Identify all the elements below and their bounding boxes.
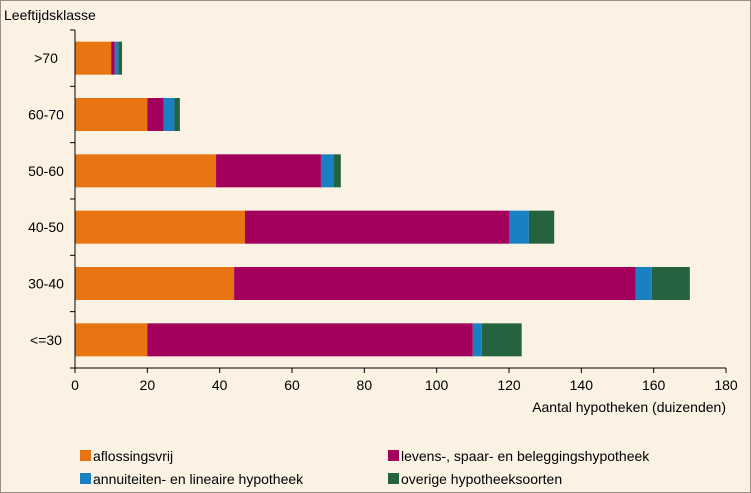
bar-segment-0-1 bbox=[75, 98, 148, 131]
category-labels-group: >70 60-70 50-60 40-50 30-40 <=30 bbox=[28, 50, 64, 348]
bar-segment-0-0 bbox=[75, 41, 112, 75]
bar-segment-1-5 bbox=[147, 323, 473, 357]
legend-swatch bbox=[80, 473, 91, 484]
x-tick-label: 180 bbox=[714, 377, 738, 393]
bar-segment-2-3 bbox=[509, 210, 529, 244]
bar-segment-1-0 bbox=[111, 41, 115, 75]
bar-segment-3-2 bbox=[333, 154, 341, 188]
x-tick-label: 120 bbox=[497, 377, 521, 393]
bar-segment-1-1 bbox=[147, 98, 164, 131]
bar-segment-2-0 bbox=[114, 41, 119, 75]
legend-label: overige hypotheeksoorten bbox=[401, 471, 562, 487]
bar-segment-3-4 bbox=[651, 267, 690, 300]
category-label: >70 bbox=[34, 50, 58, 66]
category-label: 40-50 bbox=[28, 219, 64, 235]
bar-segment-2-5 bbox=[472, 323, 482, 357]
bar-segment-0-5 bbox=[75, 323, 148, 357]
legend-swatch bbox=[388, 450, 399, 461]
bar-segment-1-4 bbox=[234, 267, 636, 300]
legend: aflossingsvrij levens-, spaar- en beleggi… bbox=[80, 448, 650, 487]
bar-segment-3-3 bbox=[528, 210, 555, 244]
bars-group bbox=[75, 41, 690, 357]
legend-label: levens-, spaar- en beleggingshypotheek bbox=[401, 448, 650, 464]
legend-swatch bbox=[80, 450, 91, 461]
bar-segment-3-5 bbox=[481, 323, 522, 357]
x-tick-label: 80 bbox=[357, 377, 373, 393]
x-tick-label: 100 bbox=[425, 377, 449, 393]
bar-segment-3-0 bbox=[118, 41, 123, 75]
bar-segment-0-4 bbox=[75, 267, 235, 300]
bar-segment-1-2 bbox=[216, 154, 321, 188]
bar-segment-1-3 bbox=[244, 210, 509, 244]
bar-segment-2-2 bbox=[320, 154, 334, 188]
category-label: 30-40 bbox=[28, 276, 64, 292]
y-axis-label: Leeftijdsklasse bbox=[4, 7, 96, 23]
x-axis-label: Aantal hypotheken (duizenden) bbox=[532, 399, 726, 415]
x-tick-label: 140 bbox=[570, 377, 594, 393]
x-ticks-group: 0 20 40 60 80 100 120 140 160 180 bbox=[70, 29, 738, 393]
category-label: 60-70 bbox=[28, 107, 64, 123]
x-tick-label: 20 bbox=[140, 377, 156, 393]
legend-label: annuiteiten- en lineaire hypotheek bbox=[93, 471, 304, 487]
category-label: 50-60 bbox=[28, 163, 64, 179]
legend-swatch bbox=[388, 473, 399, 484]
x-tick-label: 60 bbox=[284, 377, 300, 393]
bar-segment-2-4 bbox=[635, 267, 652, 300]
x-tick-label: 0 bbox=[71, 377, 79, 393]
bar-segment-0-2 bbox=[75, 154, 217, 188]
bar-segment-0-3 bbox=[75, 210, 245, 244]
x-tick-label: 40 bbox=[212, 377, 228, 393]
x-tick-label: 160 bbox=[642, 377, 666, 393]
bar-segment-2-1 bbox=[163, 98, 175, 131]
category-label: <=30 bbox=[30, 332, 62, 348]
legend-label: aflossingsvrij bbox=[93, 448, 173, 464]
bar-segment-3-1 bbox=[174, 98, 180, 131]
